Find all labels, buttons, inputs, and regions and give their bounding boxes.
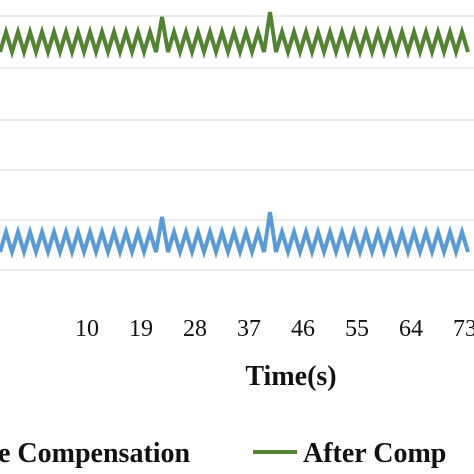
x-axis-title: Time(s) (245, 361, 336, 392)
legend: e Compensation After Comp (0, 438, 446, 469)
x-tick-label: 46 (291, 316, 315, 342)
series-line-before-compensation (0, 211, 470, 259)
x-tick-label: 64 (399, 316, 423, 342)
legend-label-before-compensation: e Compensation (0, 438, 191, 469)
series-line-after-compensation (0, 11, 470, 59)
x-tick-label: 55 (345, 316, 369, 342)
x-axis-ticks: 10 19 28 37 46 55 64 73 (75, 316, 474, 342)
gridlines (0, 15, 474, 271)
x-tick-label: 28 (183, 316, 207, 342)
x-tick-label: 10 (75, 316, 99, 342)
plot-area (0, 11, 470, 259)
legend-label-after-compensation: After Comp (303, 438, 446, 469)
x-tick-label: 73 (453, 316, 474, 342)
x-tick-label: 37 (237, 316, 261, 342)
x-tick-label: 19 (129, 316, 153, 342)
